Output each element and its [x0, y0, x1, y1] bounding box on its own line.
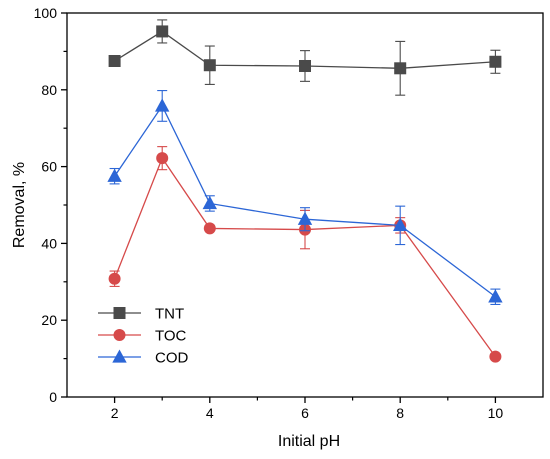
data-point: [489, 350, 502, 363]
series-layer: [107, 19, 503, 363]
data-point: [489, 55, 502, 68]
data-point: [299, 59, 311, 72]
y-tick-label: 0: [49, 389, 57, 405]
x-axis-label: Initial pH: [278, 433, 340, 450]
data-point: [107, 168, 122, 182]
legend-marker: [113, 307, 126, 319]
y-tick-label: 80: [41, 82, 57, 98]
y-tick-label: 60: [41, 159, 57, 175]
y-axis-label: Removal, %: [11, 162, 28, 248]
data-point: [108, 55, 121, 67]
series-line: [113, 156, 496, 358]
x-tick-label: 10: [488, 405, 504, 421]
x-tick-label: 4: [206, 405, 214, 421]
y-tick-label: 40: [41, 235, 57, 251]
legend: TNT TOC COD: [98, 306, 189, 367]
legend-marker: [113, 329, 126, 341]
series-tnt: [108, 19, 502, 96]
series-line: [114, 104, 496, 298]
series-line: [114, 30, 496, 69]
y-tick-label: 100: [34, 5, 58, 21]
legend-item-cod: COD: [98, 349, 189, 367]
data-point: [156, 152, 169, 165]
legend-marker: [112, 349, 127, 363]
data-point: [155, 98, 170, 112]
x-tick-label: 8: [396, 405, 404, 421]
legend-label: TNT: [155, 306, 184, 323]
plot-area: 0 20 40 60 80 100 2 4 6 8 10: [34, 5, 544, 421]
data-point: [203, 59, 216, 72]
data-point: [297, 211, 313, 225]
data-point: [393, 217, 408, 232]
data-point: [203, 222, 216, 235]
y-tick-label: 20: [41, 312, 57, 328]
data-point: [156, 25, 169, 38]
data-point: [394, 62, 407, 75]
legend-item-toc: TOC: [98, 328, 187, 345]
legend-item-tnt: TNT: [98, 306, 184, 323]
data-point: [108, 272, 121, 285]
data-point: [202, 195, 217, 210]
legend-label: COD: [155, 350, 189, 367]
data-point: [488, 289, 503, 303]
series-cod: [107, 90, 503, 306]
x-tick-label: 6: [301, 405, 309, 421]
legend-label: TOC: [155, 328, 187, 345]
x-tick-label: 2: [111, 405, 119, 421]
